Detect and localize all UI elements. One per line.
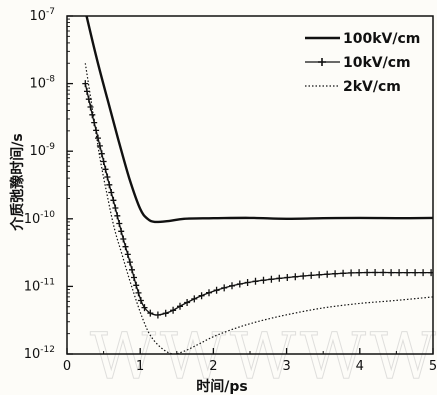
series-point-10kv: [348, 269, 355, 277]
series-point-10kv: [396, 269, 403, 277]
series-point-10kv: [102, 165, 109, 173]
series-point-10kv: [129, 266, 135, 274]
series-point-10kv: [308, 271, 315, 279]
series-point-10kv: [154, 311, 161, 319]
series-point-10kv: [124, 250, 131, 258]
series-layer: [82, 16, 433, 354]
series-point-10kv: [372, 269, 379, 276]
series-point-10kv: [87, 103, 94, 111]
series-point-10kv: [404, 269, 411, 277]
legend: 100kV/cm 10kV/cm 2kV/cm: [305, 31, 420, 95]
y-tick-label: 10-10: [24, 210, 56, 227]
series-point-10kv: [133, 281, 140, 289]
series-point-10kv: [184, 299, 191, 306]
series-point-10kv: [89, 111, 96, 119]
series-point-10kv: [106, 181, 113, 189]
series-point-10kv: [284, 274, 291, 281]
legend-label-10kv: 10kV/cm: [343, 55, 411, 71]
legend-label-100kv: 100kV/cm: [343, 31, 420, 47]
x-tick-label: 0: [63, 359, 71, 374]
y-tick-label: 10-12: [24, 345, 55, 362]
series-point-10kv: [170, 306, 177, 314]
series-point-10kv: [110, 196, 117, 204]
series-point-10kv: [122, 243, 129, 251]
series-point-10kv: [276, 274, 283, 282]
x-tick-label: 5: [429, 359, 437, 374]
watermark: W W W W W: [90, 320, 437, 395]
svg-text:W: W: [90, 320, 156, 394]
series-point-10kv: [118, 227, 125, 235]
series-point-10kv: [268, 275, 275, 283]
svg-text:W: W: [370, 320, 436, 394]
series-point-10kv: [116, 220, 123, 227]
svg-text:W: W: [160, 320, 226, 394]
x-tick-label: 2: [209, 359, 217, 374]
series-point-10kv: [131, 274, 137, 281]
series-point-10kv: [112, 204, 119, 212]
series-point-10kv: [162, 309, 169, 317]
series-point-10kv: [340, 269, 347, 277]
series-point-10kv: [147, 309, 154, 317]
series-point-10kv: [420, 269, 427, 277]
series-point-10kv: [292, 273, 299, 281]
series-point-10kv: [229, 282, 235, 290]
x-axis: 0 1 2 3 4 5: [63, 348, 437, 374]
y-tick-label: 10-11: [24, 277, 55, 294]
series-point-10kv: [300, 272, 307, 280]
series-point-10kv: [364, 269, 371, 276]
series-point-10kv: [198, 292, 205, 300]
x-tick-label: 1: [136, 359, 144, 374]
series-point-10kv: [84, 87, 90, 95]
series-point-10kv: [95, 134, 101, 142]
series-point-10kv: [126, 258, 133, 266]
series-point-10kv: [213, 286, 220, 294]
series-point-10kv: [191, 295, 198, 303]
series-point-10kv: [316, 271, 323, 279]
series-point-10kv: [356, 269, 363, 277]
series-point-10kv: [177, 302, 183, 310]
series-point-10kv: [82, 80, 89, 88]
y-tick-label: 10-9: [29, 142, 55, 159]
series-point-10kv: [104, 173, 111, 181]
y-tick-label: 10-7: [29, 7, 55, 24]
series-point-10kv: [137, 297, 144, 304]
series-point-10kv: [428, 269, 433, 277]
legend-item-10kv: 10kV/cm: [305, 55, 411, 71]
series-point-10kv: [108, 189, 115, 196]
legend-marker-10kv: [318, 58, 326, 66]
series-point-10kv: [388, 269, 395, 277]
series-point-10kv: [260, 276, 267, 284]
series-point-10kv: [332, 270, 339, 278]
series-point-10kv: [206, 289, 212, 297]
series-point-10kv: [412, 269, 419, 277]
series-point-10kv: [324, 270, 331, 278]
y-axis: 10-12 10-11 10-10 10-9 10-8 10-7: [24, 7, 73, 362]
series-point-10kv: [114, 212, 121, 220]
svg-text:W: W: [230, 320, 296, 394]
series-line-2kv: [84, 63, 433, 354]
x-axis-label: 时间/ps: [196, 378, 247, 395]
series-point-10kv: [244, 279, 251, 286]
series-point-10kv: [96, 142, 103, 150]
series-point-10kv: [141, 304, 148, 312]
y-axis-label: 介质弛豫时间/s: [9, 133, 26, 231]
series-point-10kv: [380, 269, 387, 276]
legend-label-2kv: 2kV/cm: [343, 79, 401, 95]
legend-item-2kv: 2kV/cm: [305, 79, 401, 95]
legend-item-100kv: 100kV/cm: [305, 31, 420, 47]
x-tick-label: 4: [356, 359, 364, 374]
x-tick-label: 3: [282, 359, 290, 374]
series-point-10kv: [135, 289, 142, 297]
series-point-10kv: [120, 235, 127, 243]
series-point-10kv: [236, 280, 243, 288]
series-point-10kv: [252, 277, 259, 285]
series-point-10kv: [100, 158, 107, 165]
series-point-10kv: [221, 284, 228, 292]
series-line-100kv: [85, 16, 433, 224]
svg-text:W: W: [300, 320, 366, 394]
y-tick-label: 10-8: [29, 75, 55, 92]
